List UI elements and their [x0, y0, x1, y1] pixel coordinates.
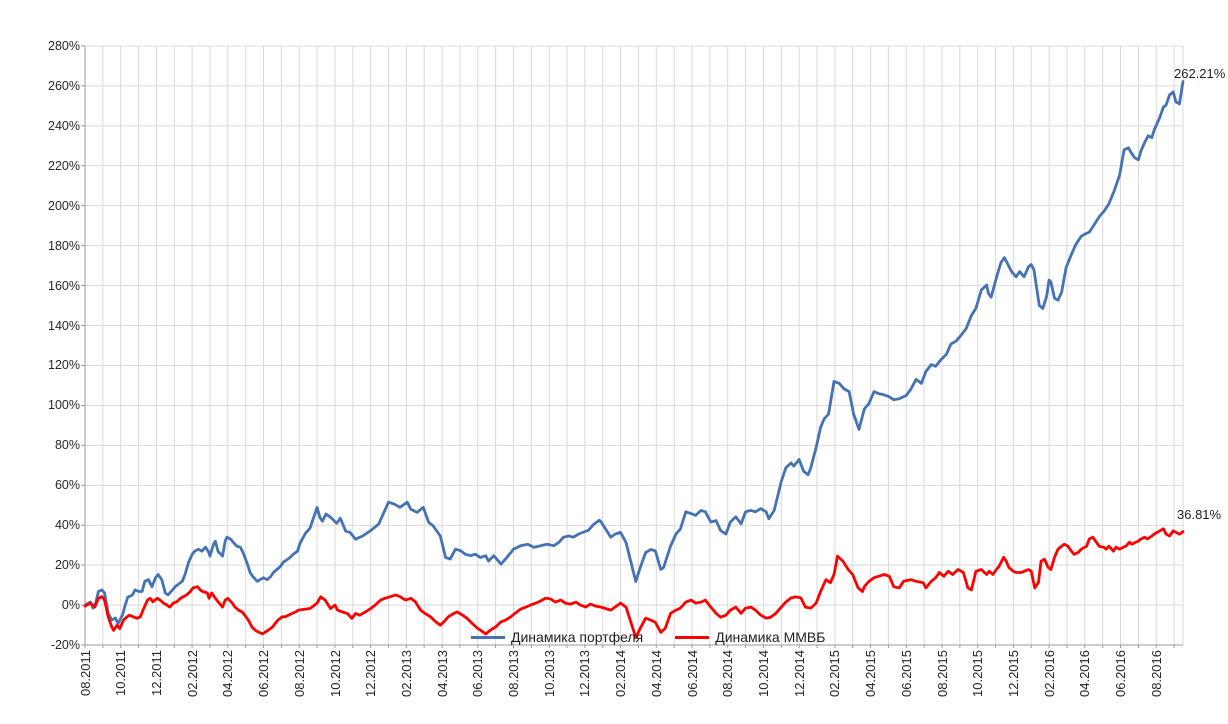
- y-axis-tick-label: 160%: [48, 278, 80, 293]
- y-axis-tick-label: 40%: [54, 518, 80, 533]
- x-axis-tick-label: 10.2015: [970, 650, 986, 697]
- portfolio-line-swatch: [471, 635, 505, 639]
- x-axis-tick-label: 02.2016: [1041, 650, 1057, 697]
- y-axis-tick-label: 60%: [54, 478, 80, 493]
- portfolio-end-value-label: 262.21%: [1174, 66, 1226, 81]
- x-axis-tick-label: 08.2016: [1148, 650, 1164, 697]
- y-axis-tick-label: 260%: [48, 78, 80, 93]
- x-axis-tick-label: 06.2012: [256, 650, 271, 697]
- x-axis-tick-label: 08.2012: [291, 650, 307, 697]
- legend-label-portfolio: Динамика портфеля: [511, 629, 644, 645]
- x-axis-tick-label: 04.2013: [434, 650, 450, 697]
- x-axis-tick-label: 06.2013: [470, 650, 486, 697]
- legend-item-mmvb[interactable]: Динамика ММВБ: [675, 629, 825, 645]
- x-axis-tick-label: 12.2014: [791, 650, 807, 697]
- x-axis-tick-label: 08.2011: [77, 650, 93, 697]
- x-axis-tick-label: 08.2014: [720, 650, 736, 697]
- x-axis-tick-label: 08.2015: [934, 650, 950, 697]
- x-axis-tick-label: 12.2011: [148, 650, 164, 697]
- x-axis-tick-label: 06.2014: [684, 650, 700, 697]
- chart-legend: Динамика портфеля Динамика ММВБ: [471, 629, 825, 645]
- x-axis-tick-label: 04.2012: [220, 650, 236, 697]
- x-axis-tick-label: 02.2012: [184, 650, 200, 697]
- y-axis-tick-label: 180%: [48, 238, 80, 253]
- x-axis-tick-label: 04.2015: [863, 650, 879, 697]
- x-axis-tick-label: 10.2014: [755, 650, 771, 697]
- x-axis-tick-label: 02.2015: [827, 650, 843, 697]
- y-axis-tick-label: 140%: [48, 318, 80, 333]
- y-axis-tick-label: 20%: [54, 558, 80, 573]
- x-axis-tick-label: 06.2015: [898, 650, 914, 697]
- y-axis-tick-label: 80%: [54, 438, 80, 453]
- x-axis-tick-label: 12.2012: [363, 650, 379, 697]
- y-axis-tick-label: 120%: [48, 358, 80, 373]
- y-axis-tick-label: 200%: [48, 198, 80, 213]
- y-axis-tick-label: 220%: [48, 158, 80, 173]
- x-axis-tick-label: 04.2014: [648, 650, 664, 697]
- mmvb-line-swatch: [675, 635, 710, 639]
- y-axis-tick-label: -20%: [50, 638, 80, 652]
- legend-item-portfolio[interactable]: Динамика портфеля: [471, 629, 643, 645]
- y-axis-tick-label: 0%: [61, 598, 80, 613]
- x-axis-tick-label: 08.2013: [506, 650, 521, 697]
- x-axis-tick-label: 10.2012: [327, 650, 343, 697]
- y-axis-tick-label: 100%: [48, 398, 80, 413]
- series-line-portfolio: [83, 80, 1185, 625]
- x-axis-tick-label: 12.2013: [577, 650, 593, 697]
- x-axis-tick-label: 06.2016: [1113, 650, 1128, 697]
- y-axis-tick-label: 240%: [48, 118, 80, 133]
- x-axis-tick-label: 04.2016: [1077, 650, 1093, 697]
- x-axis-tick-label: 02.2013: [398, 650, 414, 697]
- x-axis-tick-label: 12.2015: [1005, 650, 1021, 697]
- mmvb-end-value-label: 36.81%: [1177, 507, 1222, 522]
- series-line-mmvb: [83, 527, 1185, 639]
- legend-label-mmvb: Динамика ММВБ: [715, 629, 826, 645]
- x-axis-tick-label: 10.2013: [541, 650, 557, 697]
- x-axis-tick-label: 02.2014: [613, 650, 629, 697]
- x-axis-tick-label: 10.2011: [113, 650, 129, 697]
- y-axis-tick-label: 280%: [48, 39, 80, 53]
